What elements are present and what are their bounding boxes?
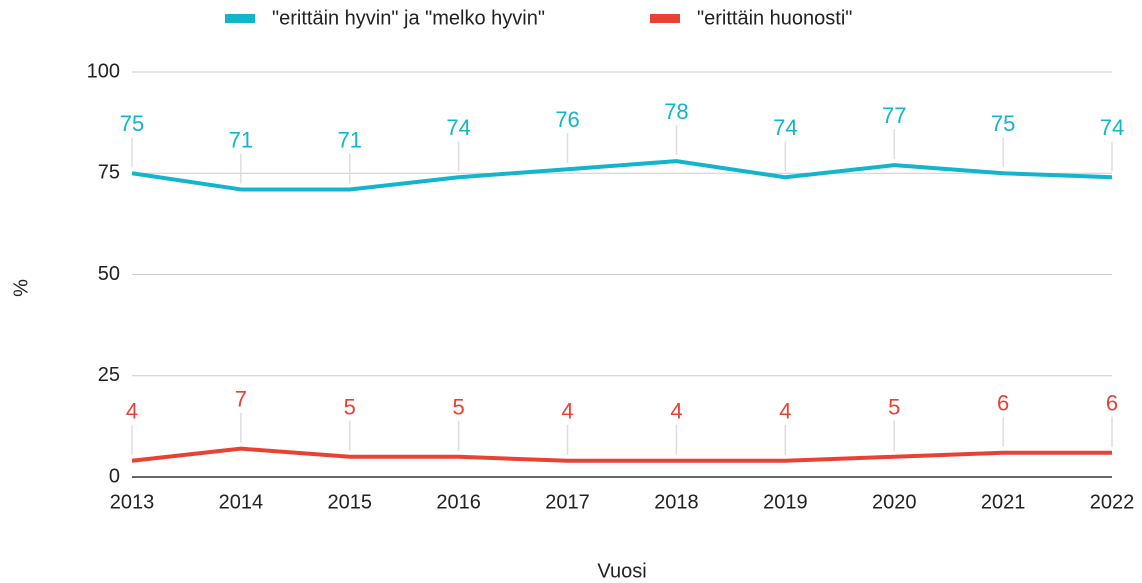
data-label: 4 (126, 399, 138, 424)
data-label: 6 (1106, 391, 1118, 416)
y-axis-label: % (10, 279, 32, 297)
data-label: 71 (338, 127, 362, 152)
x-tick-label: 2021 (981, 491, 1026, 513)
data-label: 7 (235, 386, 247, 411)
data-label: 6 (997, 391, 1009, 416)
data-label: 5 (344, 395, 356, 420)
x-tick-label: 2014 (219, 491, 264, 513)
legend-swatch (225, 14, 255, 23)
legend-label: "erittäin huonosti" (697, 7, 852, 29)
line (131, 159, 1113, 192)
data-label: 74 (773, 115, 797, 140)
data-label: 76 (555, 107, 579, 132)
data-label: 74 (446, 115, 470, 140)
y-tick-label: 50 (98, 263, 120, 285)
y-tick-label: 100 (87, 60, 120, 82)
data-label: 4 (561, 399, 573, 424)
x-tick-label: 2018 (654, 491, 699, 513)
x-tick-label: 2015 (328, 491, 373, 513)
data-label: 75 (991, 111, 1015, 136)
x-tick-label: 2020 (872, 491, 917, 513)
x-tick-label: 2016 (436, 491, 481, 513)
y-tick-label: 75 (98, 162, 120, 184)
line (131, 446, 1112, 463)
y-tick-label: 0 (109, 465, 120, 487)
y-tick-label: 25 (98, 364, 120, 386)
legend-swatch (650, 14, 680, 23)
x-tick-label: 2013 (110, 491, 155, 513)
data-label: 71 (229, 127, 253, 152)
x-axis-label: Vuosi (597, 560, 646, 582)
legend-label: "erittäin hyvin" ja "melko hyvin" (272, 7, 545, 29)
data-label: 77 (882, 103, 906, 128)
data-label: 4 (670, 399, 682, 424)
x-tick-label: 2017 (545, 491, 590, 513)
x-tick-label: 2022 (1090, 491, 1135, 513)
data-label: 5 (453, 395, 465, 420)
data-label: 74 (1100, 115, 1124, 140)
data-label: 75 (120, 111, 144, 136)
data-label: 4 (779, 399, 791, 424)
data-label: 5 (888, 395, 900, 420)
data-label: 78 (664, 99, 688, 124)
x-tick-label: 2019 (763, 491, 808, 513)
